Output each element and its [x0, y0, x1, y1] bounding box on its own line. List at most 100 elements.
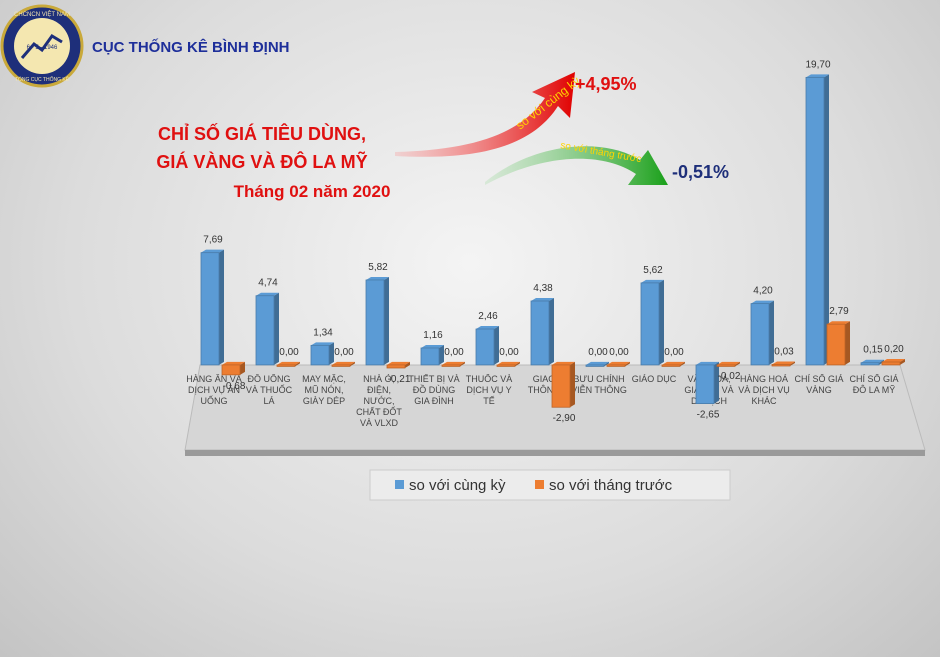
logo-text: 6 - 5 - 1946 — [27, 45, 58, 51]
bar-side — [845, 321, 850, 365]
x-tick-label-box: GIÁO DỤC — [631, 374, 677, 384]
x-tick-label-box: MAY MẶC, MŨ NÓN, GIÀY DÉP — [302, 374, 346, 406]
data-label: 4,20 — [753, 286, 773, 297]
bar-top — [552, 361, 575, 365]
bar — [496, 364, 516, 367]
bar-top — [421, 344, 444, 348]
x-tick-label-box: HÀNG ĂN VÀ DỊCH VỤ ĂN UỐNG — [186, 374, 242, 406]
data-label: 5,82 — [368, 262, 388, 273]
arrow: so với cùng kỳ +4,95% — [395, 72, 637, 157]
bar-group — [331, 361, 355, 367]
bar — [750, 303, 770, 366]
bar-group — [420, 344, 444, 366]
x-tick-label-box: HÀNG HOÁ VÀ DỊCH VỤ KHÁC — [738, 374, 790, 406]
data-label: 1,34 — [313, 327, 333, 338]
bar — [860, 362, 880, 366]
bar-group — [365, 276, 389, 366]
bar-top — [751, 300, 774, 304]
bar — [551, 364, 571, 408]
bar-side — [659, 279, 664, 365]
bar — [386, 364, 406, 369]
bar-top — [366, 276, 389, 280]
x-tick-label: THIẾT BỊ VÀ ĐỒ DÙNG GIA ĐÌNH — [408, 374, 460, 406]
arrow-value: +4,95% — [575, 74, 637, 94]
bar-top — [827, 321, 850, 325]
bar-top — [696, 361, 719, 365]
bar-side — [384, 276, 389, 365]
data-label: -0,68 — [223, 381, 246, 392]
data-label: 0,00 — [444, 347, 464, 358]
legend-swatch — [395, 480, 404, 489]
bar-side — [769, 300, 774, 365]
bar-top — [662, 361, 685, 365]
bar — [826, 323, 846, 366]
bar — [441, 364, 461, 367]
bar-top — [387, 361, 410, 365]
bar-group — [695, 361, 719, 404]
x-tick-label: CHỈ SỐ GIÁ VÀNG — [794, 374, 844, 395]
bar — [475, 328, 495, 366]
bar — [255, 295, 275, 366]
bar-top — [476, 326, 499, 330]
arrow-value: -0,51% — [672, 162, 729, 182]
data-label: 2,79 — [829, 306, 849, 317]
bar-side — [329, 342, 334, 365]
bar-group — [310, 342, 334, 366]
data-label: 5,62 — [643, 265, 663, 276]
data-label: -0,02 — [718, 371, 741, 382]
bar-side — [680, 361, 685, 367]
x-tick-label-box: THUỐC VÀ DỊCH VỤ Y TẾ — [466, 374, 513, 406]
bar-group — [661, 361, 685, 367]
bar-side — [879, 359, 884, 365]
chart-subtitle: Tháng 02 năm 2020 — [234, 182, 391, 201]
bar — [661, 364, 681, 367]
bar-group — [551, 361, 575, 408]
bar — [716, 364, 736, 367]
bar — [640, 282, 660, 366]
x-tick-label: HÀNG ĂN VÀ DỊCH VỤ ĂN UỐNG — [186, 374, 242, 406]
bar-side — [439, 344, 444, 365]
chart-title: CHỈ SỐ GIÁ TIÊU DÙNG, — [158, 123, 366, 144]
bar — [310, 344, 330, 366]
bar — [585, 364, 605, 367]
data-label: -2,90 — [553, 413, 576, 424]
bar-side — [790, 361, 795, 366]
bar-group — [606, 361, 630, 367]
data-label: -2,65 — [697, 410, 720, 421]
bar-group — [276, 361, 300, 367]
bar — [200, 252, 220, 366]
bar-group — [441, 361, 465, 367]
data-label: 0,20 — [884, 344, 904, 355]
data-label: -0,21 — [388, 374, 411, 385]
bar-top — [772, 361, 795, 365]
bar-top — [311, 342, 334, 346]
legend-swatch — [535, 480, 544, 489]
bar-top — [256, 292, 279, 296]
bar-top — [201, 249, 224, 253]
bar-side — [900, 358, 905, 365]
arrow-label: so với cùng kỳ — [513, 74, 582, 133]
bar-group — [805, 74, 829, 366]
data-label: 2,46 — [478, 311, 498, 322]
x-tick-label: GIÁO DỤC — [631, 374, 677, 384]
legend-label: so với cùng kỳ — [409, 477, 506, 494]
x-tick-label: ĐỒ UỐNG VÀ THUỐC LÁ — [245, 374, 293, 406]
x-tick-label: BƯU CHÍNH VIỄN THÔNG — [571, 374, 627, 395]
bar-group — [881, 358, 905, 366]
bar — [276, 364, 296, 367]
x-tick-label-box: NHÀ Ở, ĐIỆN, NƯỚC, CHẤT ĐỐT VÀ VLXD — [356, 374, 402, 428]
bar-top — [497, 361, 520, 365]
x-tick-label-box: GIAO THÔNG — [528, 374, 561, 395]
x-tick-label-box: BƯU CHÍNH VIỄN THÔNG — [571, 374, 627, 395]
bar-side — [824, 74, 829, 365]
arrow-label: so với tháng trước — [559, 140, 642, 165]
data-label: 0,15 — [863, 345, 883, 356]
bar — [771, 364, 791, 367]
x-tick-label: HÀNG HOÁ VÀ DỊCH VỤ KHÁC — [738, 374, 790, 406]
bar-top — [641, 279, 664, 283]
arrow: so với tháng trước -0,51% — [485, 140, 729, 185]
data-label: 0,00 — [499, 347, 519, 358]
logo-text: CHCNCN VIỆT NAM — [14, 10, 70, 18]
bar-group — [826, 321, 850, 366]
